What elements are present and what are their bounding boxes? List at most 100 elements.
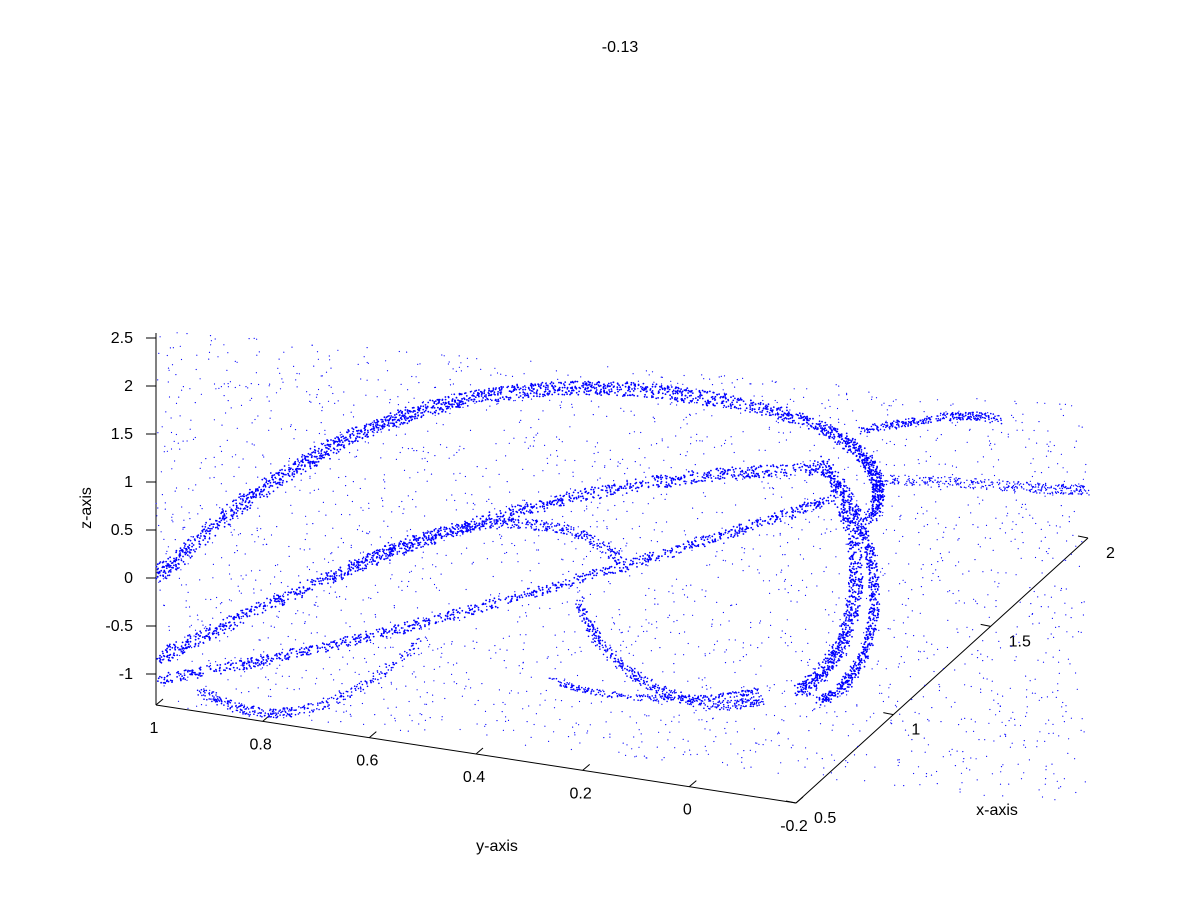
scatter-point bbox=[425, 703, 428, 705]
scatter-point bbox=[737, 407, 740, 410]
scatter-point bbox=[175, 487, 178, 489]
scatter-point bbox=[950, 754, 952, 756]
scatter-point bbox=[581, 564, 584, 566]
scatter-point bbox=[736, 479, 738, 481]
scatter-point bbox=[919, 612, 921, 614]
scatter-point bbox=[269, 688, 271, 691]
scatter-point bbox=[638, 729, 640, 731]
scatter-point bbox=[199, 505, 201, 507]
scatter-point bbox=[679, 453, 682, 455]
scatter-point bbox=[403, 414, 406, 417]
scatter-point bbox=[305, 459, 307, 462]
scatter-point bbox=[579, 742, 581, 744]
scatter-point bbox=[157, 379, 159, 381]
scatter-point bbox=[913, 772, 915, 775]
scatter-point bbox=[872, 472, 874, 475]
scatter-point bbox=[421, 458, 423, 460]
scatter-point bbox=[881, 692, 883, 694]
scatter-point bbox=[626, 394, 629, 397]
scatter-point bbox=[546, 384, 549, 387]
scatter-point bbox=[724, 662, 727, 664]
scatter-point bbox=[782, 471, 785, 474]
scatter-point bbox=[805, 421, 808, 424]
scatter-point bbox=[722, 395, 725, 398]
scatter-point bbox=[185, 552, 188, 555]
scatter-point bbox=[911, 589, 913, 591]
scatter-point bbox=[726, 764, 729, 766]
scatter-point bbox=[856, 598, 858, 600]
scatter-point bbox=[728, 620, 730, 622]
scatter-point bbox=[480, 401, 482, 403]
scatter-point bbox=[312, 523, 314, 525]
scatter-point bbox=[713, 446, 716, 448]
scatter-point bbox=[382, 500, 384, 502]
scatter-point bbox=[874, 493, 877, 495]
scatter-point bbox=[633, 431, 636, 433]
scatter-point bbox=[187, 539, 189, 542]
scatter-point bbox=[280, 570, 282, 572]
scatter-point bbox=[875, 512, 878, 515]
scatter-point bbox=[207, 527, 210, 529]
scatter-point bbox=[250, 491, 253, 494]
scatter-point bbox=[618, 389, 621, 391]
scatter-point bbox=[519, 395, 522, 397]
scatter-point bbox=[862, 452, 865, 455]
scatter-point bbox=[156, 568, 159, 571]
scatter-point bbox=[433, 668, 435, 671]
scatter-point bbox=[217, 524, 220, 527]
scatter-point bbox=[680, 388, 682, 390]
scatter-point bbox=[730, 407, 732, 410]
scatter-point bbox=[414, 413, 417, 415]
scatter-point bbox=[402, 665, 404, 667]
scatter-point bbox=[571, 533, 573, 535]
scatter-point bbox=[736, 731, 739, 733]
scatter-point bbox=[574, 459, 576, 462]
scatter-point bbox=[1051, 617, 1053, 620]
scatter-point bbox=[684, 534, 687, 536]
scatter-point bbox=[428, 646, 430, 648]
scatter-point bbox=[870, 514, 873, 517]
scatter-point bbox=[289, 468, 292, 471]
scatter-point bbox=[413, 671, 415, 673]
scatter-point bbox=[990, 442, 992, 445]
scatter-point bbox=[852, 443, 854, 446]
scatter-point bbox=[871, 464, 873, 467]
scatter-point bbox=[291, 512, 293, 514]
scatter-point bbox=[878, 471, 881, 474]
scatter-point bbox=[488, 519, 490, 521]
scatter-point bbox=[461, 695, 463, 697]
scatter-point bbox=[578, 700, 581, 703]
scatter-point bbox=[492, 540, 494, 543]
scatter-point bbox=[543, 393, 546, 396]
scatter-point bbox=[1030, 462, 1032, 464]
scatter-point bbox=[589, 724, 591, 726]
scatter-point bbox=[962, 751, 964, 753]
scatter-point bbox=[863, 482, 865, 484]
scatter-point bbox=[1006, 515, 1008, 517]
scatter-point bbox=[838, 394, 840, 396]
scatter-point bbox=[489, 394, 491, 397]
scatter-point bbox=[635, 640, 637, 642]
scatter-point bbox=[185, 584, 187, 586]
scatter-point bbox=[570, 391, 572, 393]
scatter-point bbox=[948, 750, 951, 752]
scatter-point bbox=[552, 382, 555, 385]
scatter-point bbox=[250, 383, 252, 385]
scatter-point bbox=[357, 432, 359, 435]
scatter-point bbox=[558, 386, 561, 389]
scatter-point bbox=[163, 566, 166, 568]
scatter-point bbox=[245, 386, 247, 388]
scatter-point bbox=[184, 553, 187, 556]
scatter-point bbox=[358, 525, 360, 527]
scatter-point bbox=[644, 714, 646, 716]
scatter-point bbox=[550, 381, 553, 384]
scatter-point bbox=[629, 390, 631, 393]
scatter-point bbox=[297, 460, 300, 462]
scatter-point bbox=[890, 722, 892, 724]
scatter-point bbox=[672, 389, 675, 392]
scatter-point bbox=[407, 495, 409, 497]
scatter-point bbox=[360, 507, 362, 509]
scatter-point bbox=[1069, 663, 1071, 665]
scatter-point bbox=[994, 419, 996, 421]
scatter-point bbox=[205, 458, 207, 460]
